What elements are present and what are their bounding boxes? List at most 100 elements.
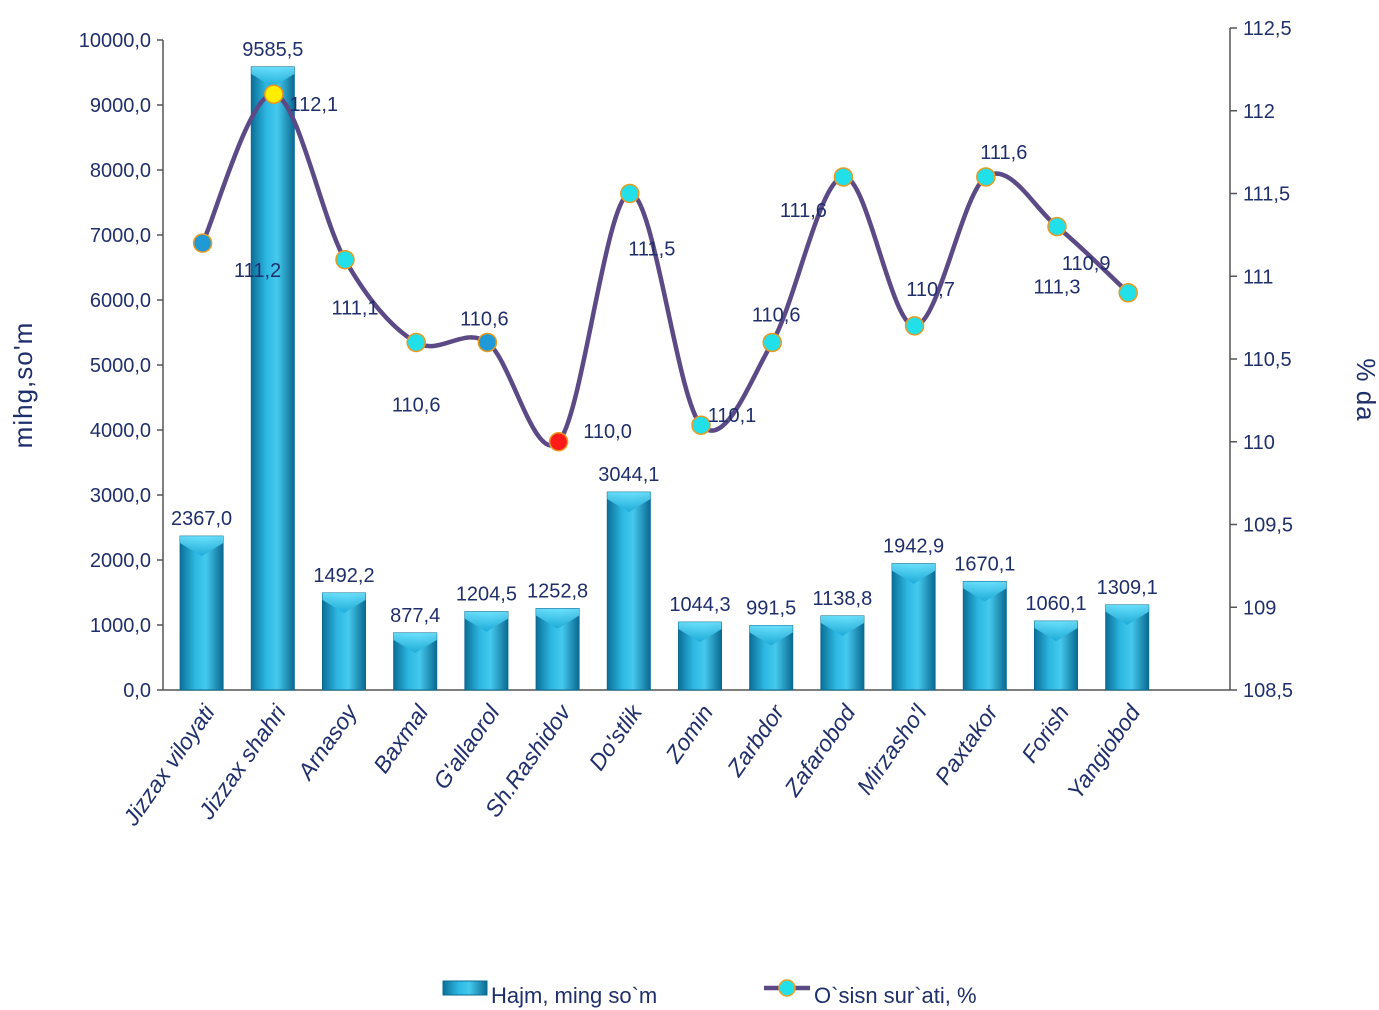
bar-cap [251,66,295,87]
left-axis-ticks: 0,0 1000,0 2000,0 3000,0 4000,0 5000,0 6000,0 7… [79,30,163,702]
category-label: Zomin [660,700,719,768]
category-label: Forish [1016,700,1074,767]
bar-value-label: 1942,9 [883,536,944,558]
bar-cap [820,615,864,636]
bar-cap [892,563,936,584]
line-marker [976,167,996,187]
legend-bar-swatch [442,980,488,996]
left-tick-label: 2000,0 [90,550,151,572]
bar-cap [180,536,224,557]
left-tick-label: 5000,0 [90,355,151,377]
line-marker [620,183,640,204]
left-tick-label: 3000,0 [90,485,151,507]
line-marker [904,316,925,336]
axes [162,28,1231,691]
bar-cap [963,581,1007,602]
right-tick-label: 109,5 [1243,515,1293,537]
line-value-label: 111,3 [1033,277,1080,299]
right-tick-label: 112,5 [1243,18,1292,40]
bar [891,563,936,691]
line-value-label: 112,1 [290,94,339,116]
right-tick-label: 111,5 [1243,184,1290,206]
bar-value-label: 1252,8 [527,581,588,603]
line-marker [477,332,498,353]
line-marker [192,233,213,253]
legend: Hajm, ming so`m O`sisn sur`ati, % [442,979,977,1008]
category-label: Mirzasho'l [851,699,932,799]
bar-cap [322,593,366,614]
bar [179,535,224,691]
line-marker [264,84,284,104]
bar-cap [464,611,508,632]
bar-cap [393,632,437,653]
line-marker [1047,216,1067,237]
category-label: G'allaorol [428,699,505,794]
bar-cap [607,492,651,513]
left-tick-label: 4000,0 [90,420,151,442]
line-markers [192,84,1138,452]
bar [606,491,651,691]
left-tick-label: 6000,0 [90,290,151,312]
right-axis-title: % da [1351,358,1379,421]
left-tick-label: 10000,0 [79,30,151,52]
bar-value-label: 1060,1 [1025,593,1086,615]
bar-value-label: 1670,1 [954,553,1015,575]
category-label: Yangiobod [1062,699,1146,804]
line-marker [833,167,854,187]
bar-value-label: 1044,3 [669,594,730,616]
bar-value-label: 1492,2 [313,565,374,587]
line-value-label: 110,7 [906,279,955,301]
right-tick-label: 109 [1243,597,1276,619]
category-label: Zafarobod [778,699,861,802]
line-marker [691,415,711,435]
right-tick-label: 111 [1243,266,1273,288]
line-value-label: 111,6 [980,142,1027,164]
line-data-labels: 111,2 112,1 111,1 110,6 110,6 110,0 111,5 110,1… [234,94,1110,443]
left-tick-label: 0,0 [123,680,151,702]
right-axis-ticks: 108,5 109 109,5 110 110,5 111 111,5 112 112,5 [1230,18,1293,702]
bar-value-label: 991,5 [746,598,796,620]
line-value-label: 111,5 [628,239,675,261]
left-tick-label: 1000,0 [90,615,151,637]
legend-line-label: O`sisn sur`ati, % [814,983,977,1008]
bar-cap [1105,604,1149,625]
bar-cap [536,608,580,629]
bar-value-label: 1138,8 [813,588,873,610]
bar-value-label: 1309,1 [1097,577,1158,599]
line-marker [335,249,355,270]
line-value-label: 111,6 [780,200,827,222]
right-tick-label: 110,5 [1243,349,1292,371]
right-tick-label: 112 [1243,101,1275,123]
line-marker [548,432,569,452]
bar-cap [678,622,722,643]
bar-series [179,66,1150,691]
bar-cap [1034,621,1078,642]
bar-cap [749,625,793,646]
line-marker [762,332,782,353]
line-value-label: 110,1 [708,405,757,427]
bar [250,66,295,691]
line-marker [406,332,426,353]
left-tick-label: 7000,0 [90,225,151,247]
category-label: Baxmal [368,699,434,777]
line-marker [1118,283,1138,303]
line-value-label: 110,6 [460,308,509,330]
line-value-label: 111,1 [331,298,378,320]
line-value-label: 111,2 [234,260,281,282]
category-label: Zarbdor [721,699,790,782]
legend-bar-label: Hajm, ming so`m [491,983,657,1008]
category-label: Do'stlik [583,699,647,775]
bar-value-label: 9585,5 [242,39,303,61]
category-label: Arnasoy [291,699,363,786]
right-tick-label: 108,5 [1243,680,1293,702]
left-axis-title: mihg,so'm [8,322,38,449]
left-tick-label: 9000,0 [90,95,151,117]
line-value-label: 110,6 [392,394,441,416]
legend-line-marker [778,979,796,997]
category-label: Paxtakor [930,699,1004,789]
left-tick-label: 8000,0 [90,160,151,182]
right-tick-label: 110 [1243,432,1275,454]
bar-data-labels: 2367,0 9585,5 1492,2 877,4 1204,5 1252,8 3044,… [171,39,1158,627]
